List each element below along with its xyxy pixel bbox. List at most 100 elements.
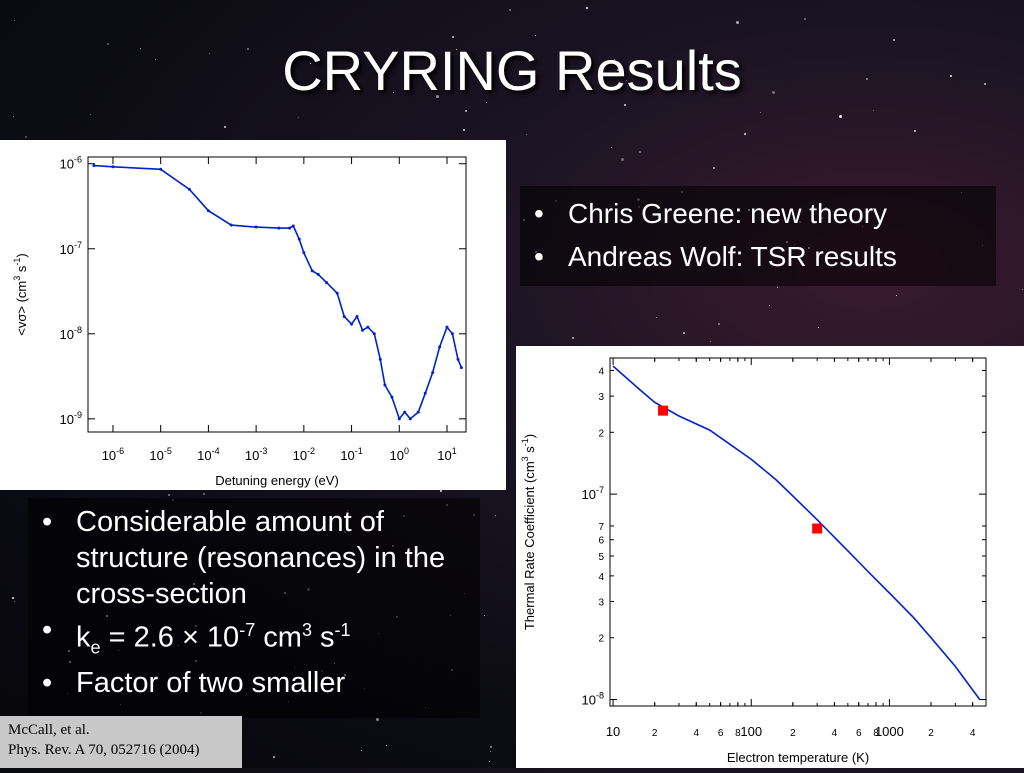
y-tick-label: 2 <box>598 428 604 439</box>
x-tick-label: 6 <box>856 728 862 739</box>
ke-cm: cm <box>255 621 302 654</box>
star <box>713 167 716 170</box>
star <box>385 744 387 746</box>
data-point <box>445 325 449 329</box>
star <box>11 596 14 599</box>
data-point <box>355 314 359 318</box>
star <box>611 146 613 148</box>
data-point <box>287 226 291 230</box>
star <box>709 340 711 342</box>
y-tick-label: 4 <box>598 572 604 583</box>
star <box>106 42 109 45</box>
y-tick-label: 6 <box>598 536 604 547</box>
star <box>893 38 896 41</box>
star <box>489 745 492 748</box>
data-point <box>297 237 301 241</box>
x-tick-label: 100 <box>390 446 409 463</box>
x-tick-label: 4 <box>970 728 976 739</box>
star <box>623 103 626 106</box>
star <box>508 9 511 12</box>
star <box>209 53 211 55</box>
star <box>485 102 487 104</box>
data-point <box>383 383 387 387</box>
star <box>361 750 363 752</box>
data-point <box>206 209 210 213</box>
star <box>621 158 625 162</box>
y-tick-label: 7 <box>598 522 604 533</box>
y-tick-label: 3 <box>598 392 604 403</box>
star <box>983 82 986 85</box>
star <box>895 294 897 296</box>
data-series-line <box>93 164 463 421</box>
star <box>913 130 916 132</box>
x-tick-label: 10-6 <box>102 446 124 463</box>
star <box>247 48 250 51</box>
star <box>571 336 574 339</box>
ke-s: s <box>311 621 335 654</box>
y-tick-label: 10-7 <box>60 240 82 257</box>
data-point <box>92 164 96 168</box>
data-point <box>431 371 435 375</box>
data-point <box>459 366 463 370</box>
data-point <box>456 357 460 361</box>
x-tick-label: 8 <box>735 728 741 739</box>
y-tick-label: 10-6 <box>60 155 82 172</box>
star <box>626 79 628 81</box>
star <box>463 129 466 132</box>
star <box>838 115 842 119</box>
data-point <box>111 165 115 169</box>
star <box>769 305 771 307</box>
page-title: CRYRING Results <box>282 39 742 102</box>
star <box>90 114 92 116</box>
star <box>613 59 615 61</box>
star <box>310 63 312 65</box>
data-point <box>390 395 394 399</box>
ke-exponent: -7 <box>239 620 256 640</box>
bullet-ke-value: ke = 2.6 × 10-7 cm3 s-1 <box>28 612 480 665</box>
star <box>735 20 739 24</box>
ke-equals: = 2.6 <box>100 621 182 654</box>
ke-ten: 10 <box>198 621 240 654</box>
data-point <box>361 328 365 332</box>
data-point <box>416 410 420 414</box>
citation-journal: Phys. Rev. A 70, 052716 (2004) <box>8 742 200 758</box>
data-point <box>408 417 412 421</box>
y-axis-title: Thermal Rate Coefficient (cm3 s-1) <box>520 434 537 630</box>
star <box>494 514 496 516</box>
data-point <box>372 332 376 336</box>
star <box>489 760 491 762</box>
star <box>760 111 762 113</box>
x-tick-label: 10-4 <box>197 446 219 463</box>
data-series-line <box>612 365 981 700</box>
star <box>1021 288 1023 290</box>
star <box>25 136 28 139</box>
bullet-factor-two: Factor of two smaller <box>28 665 480 701</box>
y-tick-label: 4 <box>598 366 604 377</box>
citation-authors: McCall, et al. <box>8 722 90 738</box>
star <box>14 20 16 22</box>
star <box>803 18 806 21</box>
star <box>415 72 418 75</box>
ke-subscript: e <box>90 637 101 658</box>
star <box>772 90 775 94</box>
x-tick-label: 10-1 <box>340 446 362 463</box>
star <box>223 125 226 128</box>
data-point <box>310 269 314 273</box>
star <box>465 110 468 113</box>
chart-detuning-energy: 10-6 10-5 10-4 10-3 10-2 10-1 100 101 10-6 10-7 10… <box>0 140 506 490</box>
bullets-top-panel: Chris Greene: new theory Andreas Wolf: T… <box>520 186 996 286</box>
star <box>154 58 156 60</box>
y-axis-title: <vσ> (cm3 s-1) <box>12 253 29 335</box>
star <box>272 755 275 758</box>
ke-symbol: k <box>76 621 91 654</box>
data-point <box>254 225 258 229</box>
bullets-bottom-panel: Considerable amount of structure (resona… <box>28 498 480 718</box>
data-point <box>229 223 233 227</box>
star <box>505 81 508 84</box>
star <box>776 287 778 289</box>
data-marker <box>812 523 823 534</box>
star <box>436 95 440 99</box>
data-point <box>403 410 407 414</box>
x-tick-label: 8 <box>873 728 879 739</box>
